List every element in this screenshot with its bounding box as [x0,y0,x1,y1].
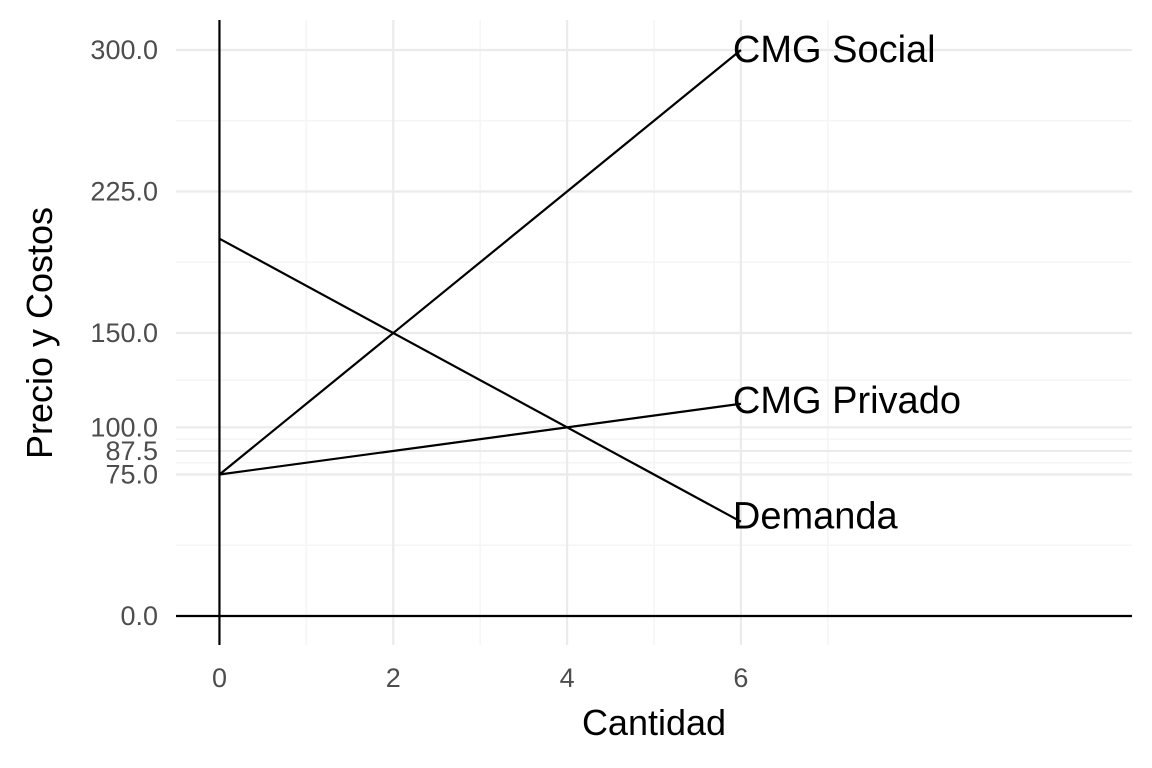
y-tick-label: 100.0 [90,412,158,442]
series-line-cmg-social [218,49,742,476]
y-tick-label: 225.0 [90,177,158,207]
x-tick-label: 6 [733,663,748,693]
series-lines [218,49,742,523]
x-axis-title: Cantidad [582,702,726,743]
x-tick-label: 4 [560,663,575,693]
x-tick-label: 0 [212,663,227,693]
y-tick-label: 0.0 [120,601,158,631]
curve-label-cmg-social: CMG Social [733,29,936,71]
curve-labels: CMG Social CMG Privado Demanda [733,29,961,538]
y-tick-label: 150.0 [90,318,158,348]
y-tick-label: 87.5 [105,436,158,466]
y-tick-label: 300.0 [90,35,158,65]
reference-lines [176,20,1132,645]
y-tick-label: 75.0 [105,460,158,490]
y-axis-title: Precio y Costos [19,207,60,459]
curve-label-cmg-privado: CMG Privado [733,380,961,422]
x-tick-labels: 0 2 4 6 [212,663,748,693]
x-tick-label: 2 [386,663,401,693]
series-line-demanda [218,237,742,523]
series-line-cmg-privado [219,402,742,476]
curve-label-demanda: Demanda [733,496,899,538]
